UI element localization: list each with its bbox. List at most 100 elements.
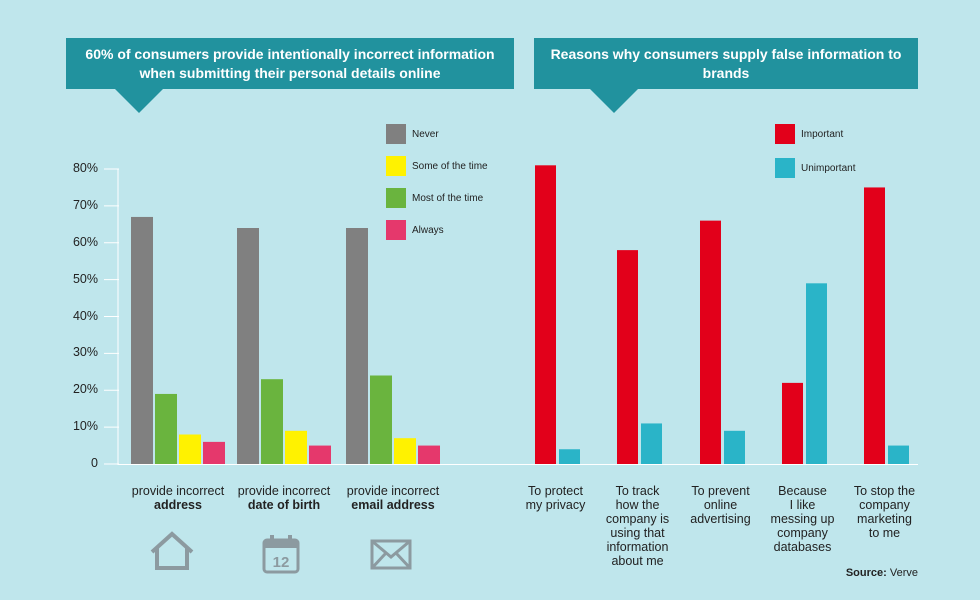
- category-label-line: company: [859, 498, 910, 512]
- category-label-bold: email address: [351, 498, 435, 512]
- legend-item: Unimportant: [775, 158, 855, 178]
- legend-item: Some of the time: [386, 156, 488, 176]
- source-value: Verve: [889, 567, 918, 579]
- house-icon: [150, 531, 194, 570]
- legend-swatch: [386, 188, 406, 208]
- bar-important: [700, 220, 721, 464]
- legend-label: Important: [801, 128, 844, 140]
- category-label-line: marketing: [857, 512, 912, 526]
- bar-important: [864, 187, 885, 464]
- category-label-line: To protect: [528, 484, 583, 498]
- bar-unimportant: [559, 449, 580, 464]
- y-tick-label: 30%: [72, 345, 98, 360]
- envelope-icon: [370, 539, 412, 570]
- category-label-line: advertising: [690, 512, 751, 526]
- category-label: To protect my privacy: [510, 484, 602, 512]
- bar-never: [237, 228, 259, 464]
- category-label-line: databases: [773, 540, 832, 554]
- legend-item: Always: [386, 220, 444, 240]
- category-label-text: provide incorrect: [237, 484, 331, 498]
- bar-never: [346, 228, 368, 464]
- bar-most-of-the-time: [370, 375, 392, 464]
- category-label-line: company: [777, 526, 828, 540]
- category-label: provide incorrect email address: [333, 484, 453, 512]
- category-label-line: To stop the: [853, 484, 916, 498]
- category-label-line: company is: [605, 512, 670, 526]
- bar-never: [131, 216, 153, 464]
- category-label-line: online: [703, 498, 738, 512]
- legend-label: Most of the time: [412, 192, 484, 204]
- y-tick-label: 40%: [72, 308, 98, 323]
- category-label-line: To prevent: [691, 484, 750, 498]
- category-label-line: how the: [615, 498, 660, 512]
- legend-swatch: [775, 124, 795, 144]
- bar-always: [418, 445, 440, 464]
- calendar-number: 12: [273, 554, 290, 571]
- category-label: To stop the company marketing to me: [839, 484, 931, 540]
- calendar-header: [264, 540, 298, 548]
- category-label: To prevent online advertising: [675, 484, 767, 526]
- y-tick-label: 60%: [72, 234, 98, 249]
- bar-most-of-the-time: [261, 379, 283, 464]
- envelope-flap: [370, 539, 412, 570]
- calendar-ring: [270, 535, 274, 544]
- left-chart-title-banner: 60% of consumers provide intentionally i…: [66, 38, 514, 89]
- right-banner-pointer: [590, 89, 638, 113]
- legend-item: Never: [386, 124, 439, 144]
- category-label: provide incorrect date of birth: [224, 484, 344, 512]
- calendar-ring: [288, 535, 292, 544]
- y-tick-label: 20%: [72, 382, 98, 397]
- bar-unimportant: [724, 430, 745, 464]
- source-label: Source:: [845, 567, 887, 579]
- legend-swatch: [386, 220, 406, 240]
- left-chart-title: 60% of consumers provide intentionally i…: [85, 45, 495, 81]
- category-label-bold: date of birth: [247, 498, 321, 512]
- category-label: provide incorrect address: [118, 484, 238, 512]
- y-tick-label: 50%: [72, 271, 98, 286]
- left-banner-pointer: [115, 89, 163, 113]
- y-tick-label: 70%: [72, 197, 98, 212]
- bar-important: [617, 250, 638, 464]
- bar-unimportant: [888, 445, 909, 464]
- legend-swatch: [386, 124, 406, 144]
- bar-some-of-the-time: [394, 438, 416, 464]
- legend-label: Some of the time: [412, 160, 488, 172]
- y-tick-label: 10%: [72, 419, 98, 434]
- bar-always: [309, 445, 331, 464]
- bar-important: [782, 382, 803, 464]
- category-label-line: information: [606, 540, 669, 554]
- category-label-line: I like: [789, 498, 816, 512]
- bar-always: [203, 441, 225, 464]
- y-tick-label: 80%: [72, 161, 98, 175]
- category-label-line: using that: [610, 526, 665, 540]
- bar-most-of-the-time: [155, 393, 177, 464]
- right-chart-title-banner: Reasons why consumers supply false infor…: [534, 38, 918, 89]
- bar-some-of-the-time: [285, 430, 307, 464]
- bar-unimportant: [806, 283, 827, 464]
- legend-label: Never: [412, 128, 439, 140]
- category-label-text: provide incorrect: [131, 484, 225, 498]
- legend-item: Important: [775, 124, 843, 144]
- right-chart-title: Reasons why consumers supply false infor…: [550, 45, 902, 81]
- category-label: To track how the company is using that infor…: [592, 484, 684, 568]
- legend-swatch: [775, 158, 795, 178]
- source-note: Source: Verve: [846, 567, 918, 579]
- category-label-bold: address: [154, 498, 202, 512]
- category-label-line: messing up: [770, 512, 835, 526]
- category-label: Because I like messing up company databases: [757, 484, 849, 554]
- legend-label: Always: [412, 224, 444, 236]
- category-label-line: To track: [615, 484, 660, 498]
- bar-some-of-the-time: [179, 434, 201, 464]
- bar-unimportant: [641, 423, 662, 464]
- category-label-line: to me: [868, 526, 901, 540]
- bar-important: [535, 165, 556, 464]
- category-label-line: about me: [611, 554, 664, 568]
- legend-label: Unimportant: [801, 162, 856, 174]
- category-label-line: Because: [778, 484, 827, 498]
- legend-item: Most of the time: [386, 188, 483, 208]
- legend-swatch: [386, 156, 406, 176]
- category-label-text: provide incorrect: [346, 484, 440, 498]
- y-tick-label: 0: [91, 456, 98, 470]
- category-label-line: my privacy: [525, 498, 586, 512]
